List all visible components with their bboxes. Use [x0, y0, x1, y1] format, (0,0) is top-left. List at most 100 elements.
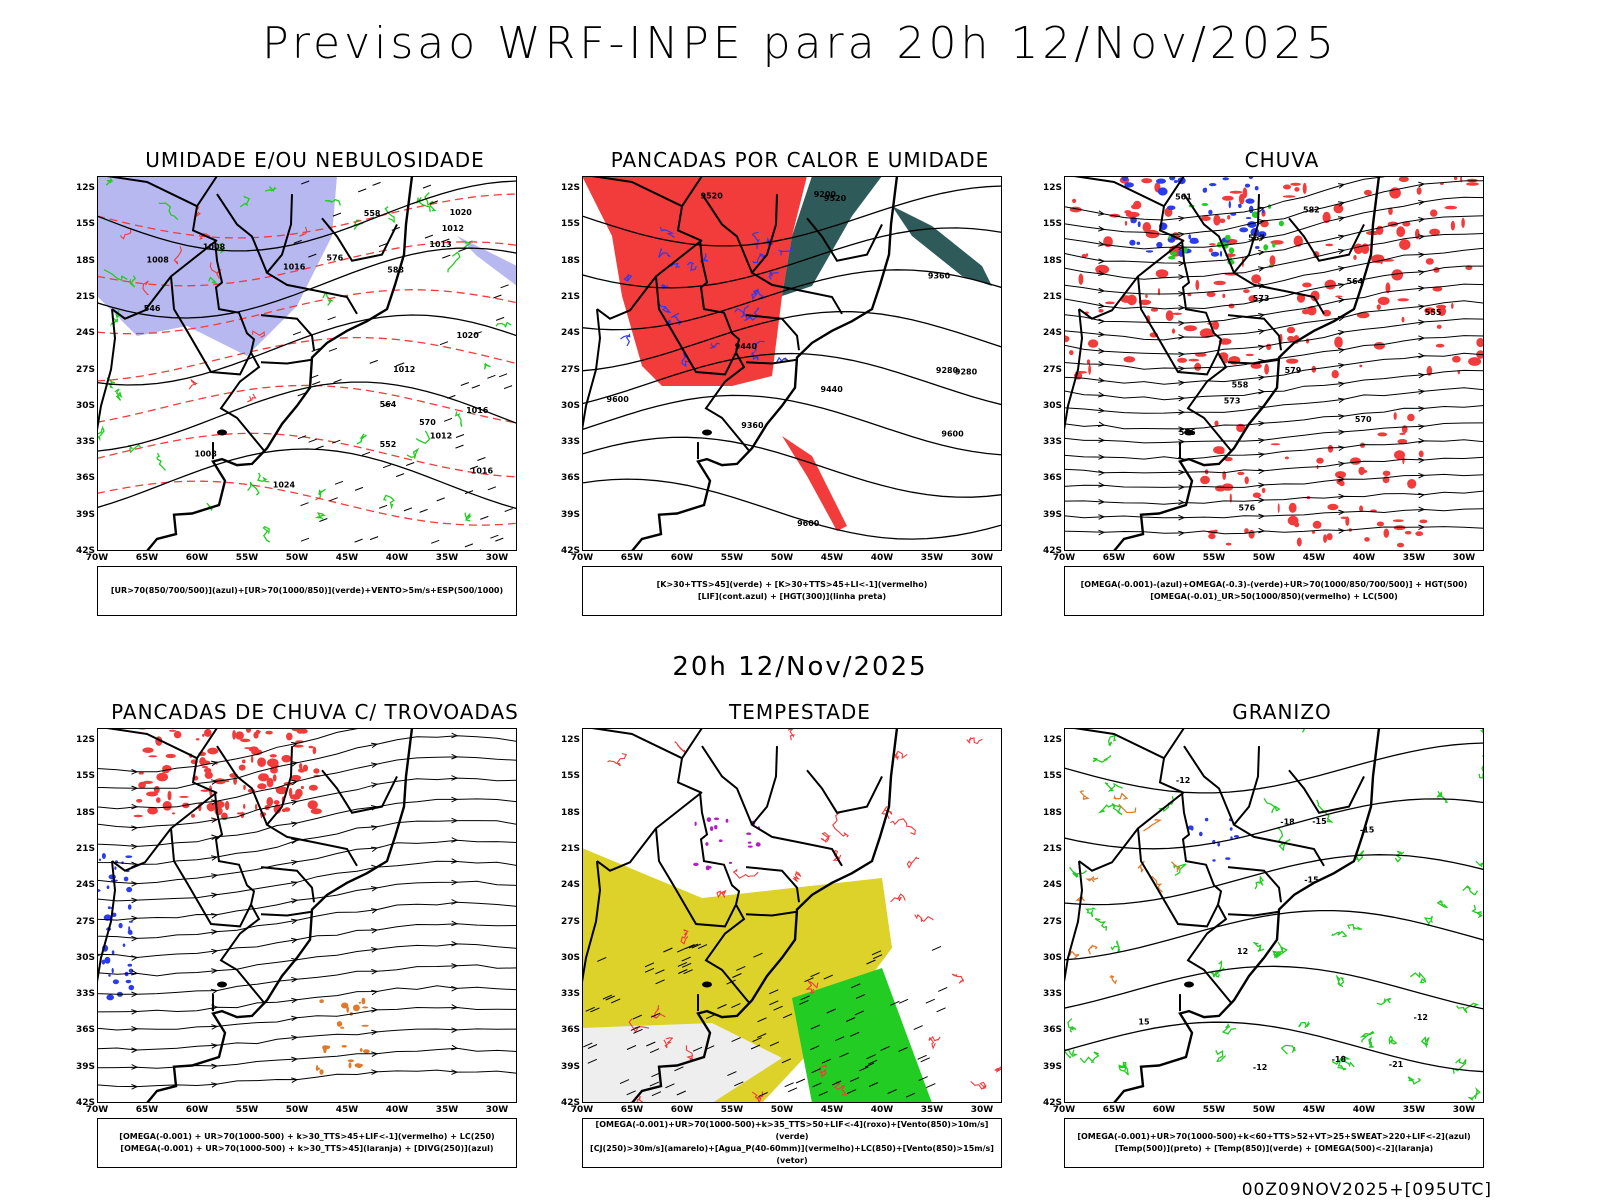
- streamline-arrow: [211, 1063, 219, 1070]
- shaded-area: [1098, 309, 1104, 313]
- shaded-area: [1215, 485, 1226, 492]
- wind-vector: [319, 518, 328, 522]
- lon-tick: 35W: [1402, 1105, 1426, 1115]
- wind-vector: [308, 438, 317, 443]
- shaded-area: [1270, 443, 1281, 446]
- wind-vector: [823, 974, 834, 980]
- contour: [1263, 797, 1281, 814]
- streamline-arrow: [1418, 492, 1426, 499]
- shaded-area: [300, 785, 304, 790]
- wind-vector: [328, 347, 338, 352]
- contour-label: 9360: [928, 272, 951, 281]
- border: [750, 194, 843, 315]
- lat-tick: 18S: [75, 255, 95, 266]
- contour: [239, 195, 251, 208]
- lat-tick: 24S: [1042, 880, 1062, 891]
- contour: [680, 929, 689, 945]
- shaded-area: [257, 783, 267, 790]
- wind-vector: [498, 373, 508, 378]
- wind-vector: [688, 943, 699, 949]
- shaded-area: [1222, 177, 1229, 181]
- shaded-area: [1188, 358, 1200, 362]
- shaded-area: [1334, 336, 1343, 348]
- streamline-arrow: [1418, 216, 1426, 223]
- shaded-area: [1245, 198, 1255, 204]
- contour-label: 1024: [273, 481, 296, 490]
- shaded-area: [362, 1006, 369, 1009]
- shaded-area: [310, 808, 322, 815]
- streamline-arrow: [1178, 320, 1186, 327]
- shaded-area: [1142, 222, 1152, 233]
- contour: [1376, 997, 1392, 1006]
- contour: [1335, 974, 1345, 988]
- streamline-arrow: [371, 1051, 379, 1058]
- legend-line: [OMEGA(-0.001) + UR>70(1000-500) + k>30_…: [119, 1132, 495, 1141]
- contour: [1085, 875, 1099, 883]
- border: [1227, 314, 1282, 351]
- shaded-area: [1416, 187, 1422, 195]
- shaded-area: [253, 731, 259, 739]
- border: [260, 910, 312, 917]
- shaded-area: [1222, 195, 1234, 201]
- shaded-area: [341, 1045, 347, 1048]
- wind-vector: [651, 1091, 662, 1097]
- shaded-area: [1358, 466, 1365, 476]
- streamline: [97, 901, 517, 939]
- wind-vector: [781, 1058, 792, 1064]
- shaded-area: [1353, 255, 1357, 260]
- isoline: [582, 352, 1002, 406]
- coastline: [146, 176, 414, 551]
- shaded-area: [1156, 241, 1163, 249]
- isoline: [97, 241, 517, 287]
- contour: [832, 811, 849, 838]
- wind-vector: [773, 1005, 783, 1011]
- shaded-area: [1398, 176, 1409, 183]
- contour-label: 1012: [442, 224, 464, 233]
- streamline-arrow: [1178, 395, 1186, 402]
- streamline-arrow: [131, 1009, 139, 1015]
- contour: [1272, 950, 1283, 959]
- wind-vector: [455, 434, 465, 438]
- wind-vector: [681, 956, 691, 962]
- shaded-area: [240, 738, 251, 743]
- shaded-area: [112, 979, 119, 985]
- isoline: [582, 311, 1002, 372]
- wind-vector: [585, 1006, 595, 1012]
- contour: [890, 893, 906, 903]
- wind-vector: [649, 1081, 660, 1087]
- shaded-area: [1296, 537, 1302, 547]
- border: [654, 239, 737, 376]
- contour: [1087, 944, 1098, 955]
- shaded-area: [1359, 505, 1364, 512]
- shaded-area: [1392, 519, 1404, 522]
- shaded-area: [1085, 253, 1089, 257]
- border: [745, 314, 800, 351]
- lat-tick: 15S: [75, 771, 95, 782]
- wind-vector: [429, 200, 439, 205]
- shaded-area: [705, 842, 709, 846]
- contour: [262, 525, 271, 543]
- contour-label: 9520: [701, 191, 724, 200]
- wind-vector: [626, 1045, 637, 1050]
- streamline-arrow: [1338, 397, 1346, 404]
- shaded-area: [1200, 475, 1210, 485]
- isoline: [582, 185, 1002, 247]
- lon-tick: 45W: [335, 1105, 359, 1115]
- contour-label: 1020: [450, 208, 473, 217]
- streamline-arrow: [211, 817, 219, 823]
- shaded-area: [1141, 178, 1153, 184]
- contour: [1215, 1050, 1226, 1063]
- streamline-arrow: [1258, 513, 1266, 520]
- contour-label: 12: [1237, 947, 1248, 956]
- streamline-arrow: [1258, 420, 1266, 427]
- streamline: [97, 943, 517, 977]
- lat-axis: 12S 15S 18S 21S 24S 27S 30S 33S 36S 39S 42S: [69, 176, 95, 556]
- shaded-area: [1200, 216, 1211, 221]
- shaded-area: [292, 744, 304, 748]
- contour: [454, 411, 463, 427]
- wind-vector: [315, 445, 324, 450]
- lon-tick: 35W: [1402, 553, 1426, 563]
- wind-vector: [464, 490, 474, 495]
- border: [191, 176, 265, 452]
- shaded-area: [1069, 350, 1074, 356]
